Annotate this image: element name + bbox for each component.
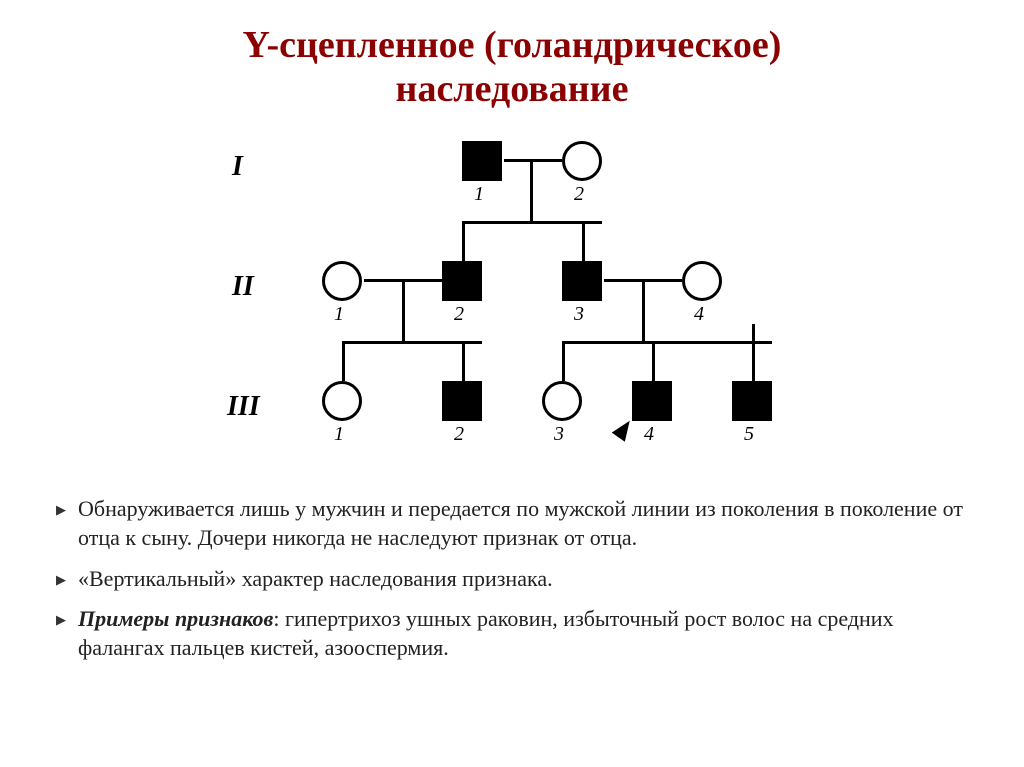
bullet-list: ▶ Обнаруживается лишь у мужчин и передае… (40, 495, 984, 662)
bullet-prefix: Примеры признаков (78, 606, 273, 631)
pedigree-connector (562, 341, 565, 381)
pedigree-connector (652, 341, 655, 381)
generation-label: III (227, 391, 260, 423)
title-line-1: Y-сцепленное (голандрическое) (243, 24, 782, 66)
pedigree-chart: IIIIII12123412345 (192, 131, 832, 471)
bullet-marker-icon: ▶ (56, 572, 66, 588)
pedigree-node (442, 381, 482, 421)
pedigree-node (442, 261, 482, 301)
node-number: 2 (574, 183, 584, 206)
bullet-item: ▶ Обнаруживается лишь у мужчин и передае… (56, 495, 968, 552)
node-number: 2 (454, 423, 464, 446)
pedigree-connector (462, 221, 465, 261)
node-number: 3 (574, 303, 584, 326)
pedigree-connector (462, 341, 465, 381)
bullet-text: «Вертикальный» характер наследования при… (78, 565, 968, 594)
title-line-2: наследование (396, 68, 629, 110)
pedigree-connector (582, 221, 585, 261)
pedigree-connector (504, 159, 562, 162)
pedigree-node (632, 381, 672, 421)
pedigree-node (562, 261, 602, 301)
bullet-text: Обнаруживается лишь у мужчин и передаетс… (78, 495, 968, 552)
pedigree-connector (562, 341, 772, 344)
pedigree-connector (642, 279, 645, 341)
generation-label: I (232, 151, 243, 183)
node-number: 5 (744, 423, 754, 446)
pedigree-connector (342, 341, 345, 381)
pedigree-node (462, 141, 502, 181)
bullet-marker-icon: ▶ (56, 612, 66, 628)
pedigree-node (322, 261, 362, 301)
pedigree-connector (752, 324, 755, 381)
pedigree-node (542, 381, 582, 421)
bullet-item: ▶ «Вертикальный» характер наследования п… (56, 565, 968, 594)
node-number: 4 (694, 303, 704, 326)
bullet-marker-icon: ▶ (56, 502, 66, 518)
pedigree-node (322, 381, 362, 421)
pedigree-node (562, 141, 602, 181)
node-number: 1 (334, 303, 344, 326)
pedigree-connector (342, 341, 482, 344)
pedigree-node (732, 381, 772, 421)
generation-label: II (232, 271, 254, 303)
node-number: 1 (334, 423, 344, 446)
node-number: 4 (644, 423, 654, 446)
bullet-text: Примеры признаков: гипертрихоз ушных рак… (78, 605, 968, 662)
pedigree-connector (402, 279, 405, 341)
pedigree-connector (530, 159, 533, 221)
node-number: 2 (454, 303, 464, 326)
pedigree-connector (462, 221, 602, 224)
page-title: Y-сцепленное (голандрическое) наследован… (40, 24, 984, 111)
pedigree-node (682, 261, 722, 301)
node-number: 3 (554, 423, 564, 446)
bullet-item: ▶ Примеры признаков: гипертрихоз ушных р… (56, 605, 968, 662)
node-number: 1 (474, 183, 484, 206)
